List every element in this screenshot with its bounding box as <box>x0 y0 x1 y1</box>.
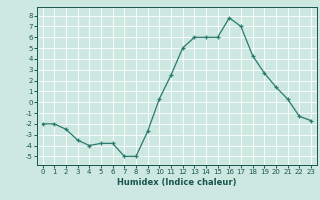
X-axis label: Humidex (Indice chaleur): Humidex (Indice chaleur) <box>117 178 236 187</box>
